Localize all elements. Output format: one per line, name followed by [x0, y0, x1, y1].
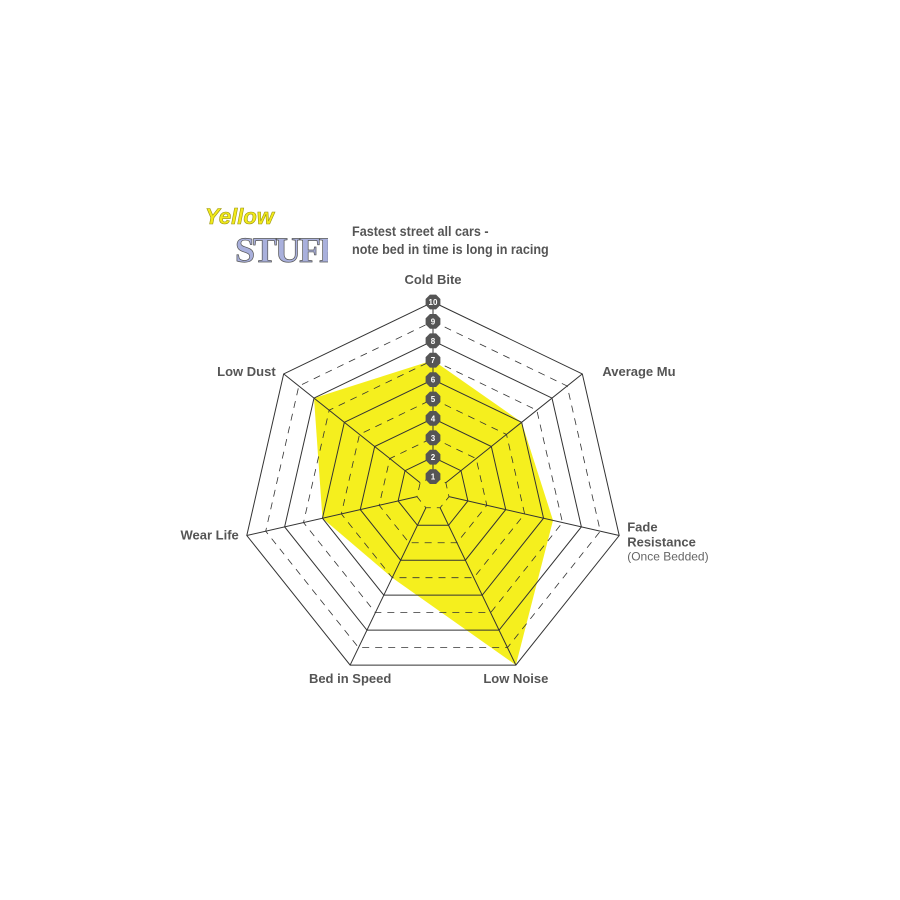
- tick-label: 6: [431, 376, 436, 385]
- svg-text:Yellow: Yellow: [205, 204, 276, 229]
- tick-badge: [425, 352, 441, 368]
- axis-label: Fade: [627, 520, 657, 535]
- tick-label: 4: [431, 414, 436, 423]
- tick-label: 3: [431, 434, 436, 443]
- axis-label: Cold Bite: [404, 272, 461, 287]
- grid-ring-8: [284, 340, 582, 631]
- tick-badge: [425, 469, 441, 484]
- grid-ring-6: [321, 379, 545, 596]
- tick-badge: [425, 314, 441, 329]
- tick-badge: [425, 449, 441, 465]
- axis-label: Low Dust: [217, 364, 276, 379]
- axis-sublabel: (Once Bedded): [627, 550, 708, 564]
- axis-spoke: [246, 496, 418, 536]
- grid-ring-10: [246, 301, 620, 666]
- tick-badge: [425, 294, 441, 310]
- grid-ring-4: [359, 417, 507, 561]
- tick-label: 10: [429, 298, 438, 307]
- axis-spoke: [448, 496, 620, 536]
- axis-label: Wear Life: [181, 528, 239, 543]
- tick-badge: [425, 372, 441, 387]
- tick-label: 9: [431, 317, 436, 326]
- grid-ring-9: [265, 320, 601, 649]
- grid-ring-3: [378, 437, 488, 544]
- tick-badge: [425, 411, 441, 426]
- axis-spoke: [283, 373, 421, 484]
- tick-label: 1: [431, 473, 436, 482]
- axis-spoke: [349, 507, 427, 666]
- data-area: [314, 360, 554, 666]
- axis-label: Bed in Speed: [309, 671, 391, 686]
- tick-badge: [425, 333, 441, 349]
- tick-label: 5: [431, 395, 436, 404]
- axis-spoke: [439, 507, 517, 666]
- axis-label-line2: Resistance: [627, 535, 696, 550]
- subtitle-line-1: Fastest street all cars -: [352, 223, 489, 239]
- axis-spoke: [445, 373, 583, 484]
- tick-badge: [425, 430, 441, 446]
- chart-subtitle: Fastest street all cars - note bed in ti…: [352, 222, 549, 258]
- tick-label: 7: [431, 356, 436, 365]
- axis-label: Low Noise: [483, 671, 548, 686]
- grid-ring-7: [303, 359, 563, 614]
- tick-label: 8: [431, 337, 436, 346]
- tick-label: 2: [431, 453, 436, 462]
- grid-ring-5: [340, 398, 526, 579]
- grid-ring-2: [397, 456, 469, 526]
- grid-ring-1: [416, 476, 450, 509]
- subtitle-line-2: note bed in time is long in racing: [352, 241, 549, 257]
- axis-label: Average Mu: [602, 364, 675, 379]
- tick-badge: [425, 391, 441, 407]
